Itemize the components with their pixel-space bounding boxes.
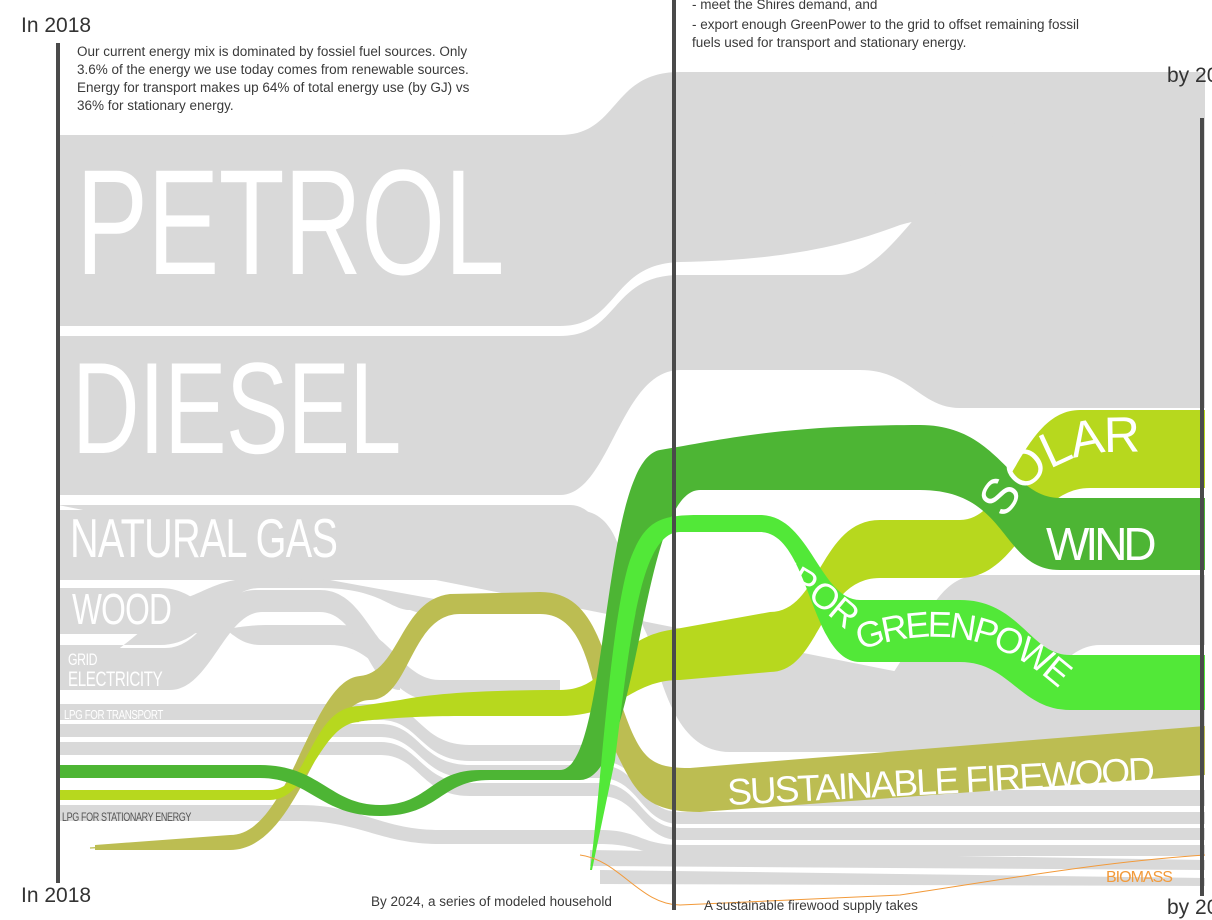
label-petrol: PETROL	[76, 138, 505, 306]
flow-solar	[58, 410, 1205, 800]
goal-line-1: - meet the Shires demand, and	[692, 0, 878, 12]
flow-lpg-transport	[58, 704, 1205, 806]
flow-band-a	[58, 724, 1205, 824]
flow-sustainable-firewood	[95, 592, 1205, 850]
flow-band-d	[590, 850, 1205, 870]
fossil-flows	[58, 72, 1205, 886]
flow-grid-electricity	[58, 590, 400, 690]
flow-band-c	[58, 805, 1205, 856]
year-label-top-left: In 2018	[21, 14, 92, 37]
flow-gas-band	[58, 510, 1205, 752]
bottom-right-text: A sustainable firewood supply takes	[704, 898, 918, 913]
label-wind: WIND	[1046, 518, 1155, 570]
label-diesel: DIESEL	[72, 335, 401, 481]
label-lpg-stationary: LPG FOR STATIONARY ENERGY	[62, 810, 191, 824]
flow-band-e	[600, 870, 1205, 886]
intro-paragraph: Our current energy mix is dominated by f…	[77, 44, 470, 113]
label-lpg-transport: LPG FOR TRANSPORT	[64, 707, 163, 722]
axis-target	[1200, 118, 1204, 896]
label-biomass: BIOMASS	[1106, 869, 1172, 886]
flow-diesel	[58, 118, 1205, 495]
flow-band-b	[58, 742, 1205, 840]
label-natural-gas: NATURAL GAS	[70, 507, 338, 569]
year-label-bottom-left: In 2018	[21, 884, 92, 907]
flow-export-greenpower	[590, 515, 1205, 870]
flow-firewood-thin	[89, 839, 231, 849]
axis-2018	[56, 43, 60, 883]
year-label-top-right: by 20	[1167, 64, 1212, 87]
axis-mid	[672, 0, 676, 910]
bottom-mid-text: By 2024, a series of modeled household	[371, 894, 612, 909]
flow-biomass	[579, 854, 1206, 906]
flow-petrol	[58, 72, 1205, 326]
label-grid-line2: ELECTRICITY	[68, 668, 163, 691]
label-grid-line1: GRID	[68, 650, 98, 669]
goal-line-2: - export enough GreenPower to the grid t…	[692, 17, 1079, 50]
label-wood: WOOD	[72, 585, 172, 634]
year-label-bottom-right: by 20	[1167, 896, 1212, 919]
